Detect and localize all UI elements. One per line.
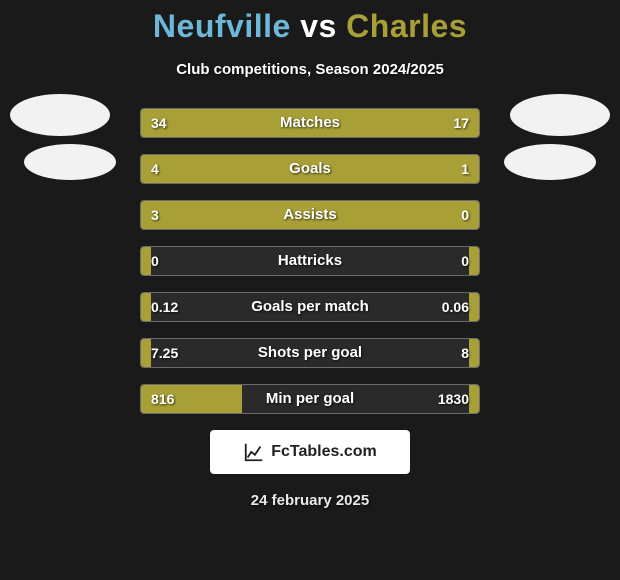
player2-avatar	[510, 94, 610, 136]
stat-label: Shots per goal	[141, 339, 479, 368]
stat-row: 0.120.06Goals per match	[140, 292, 480, 322]
footer-site-text: FcTables.com	[271, 443, 377, 461]
player2-name: Charles	[346, 8, 467, 44]
player1-avatar	[10, 94, 110, 136]
vs-text: vs	[300, 8, 337, 44]
stat-label: Goals	[141, 155, 479, 184]
stat-row: 3417Matches	[140, 108, 480, 138]
chart-icon	[243, 441, 265, 463]
player2-club-avatar	[504, 144, 596, 180]
stat-row: 00Hattricks	[140, 246, 480, 276]
subtitle: Club competitions, Season 2024/2025	[0, 61, 620, 78]
stat-row: 30Assists	[140, 200, 480, 230]
footer-date: 24 february 2025	[0, 492, 620, 509]
stat-row: 7.258Shots per goal	[140, 338, 480, 368]
stat-row: 8161830Min per goal	[140, 384, 480, 414]
stat-label: Goals per match	[141, 293, 479, 322]
stat-label: Min per goal	[141, 385, 479, 414]
footer-site-box[interactable]: FcTables.com	[210, 430, 410, 474]
stat-label: Matches	[141, 109, 479, 138]
stat-row: 41Goals	[140, 154, 480, 184]
stat-label: Hattricks	[141, 247, 479, 276]
stat-label: Assists	[141, 201, 479, 230]
player1-club-avatar	[24, 144, 116, 180]
stats-bars: 3417Matches 41Goals 30Assists 00Hattricks 0.…	[140, 108, 480, 414]
comparison-title: Neufville vs Charles	[0, 0, 620, 45]
player1-name: Neufville	[153, 8, 291, 44]
